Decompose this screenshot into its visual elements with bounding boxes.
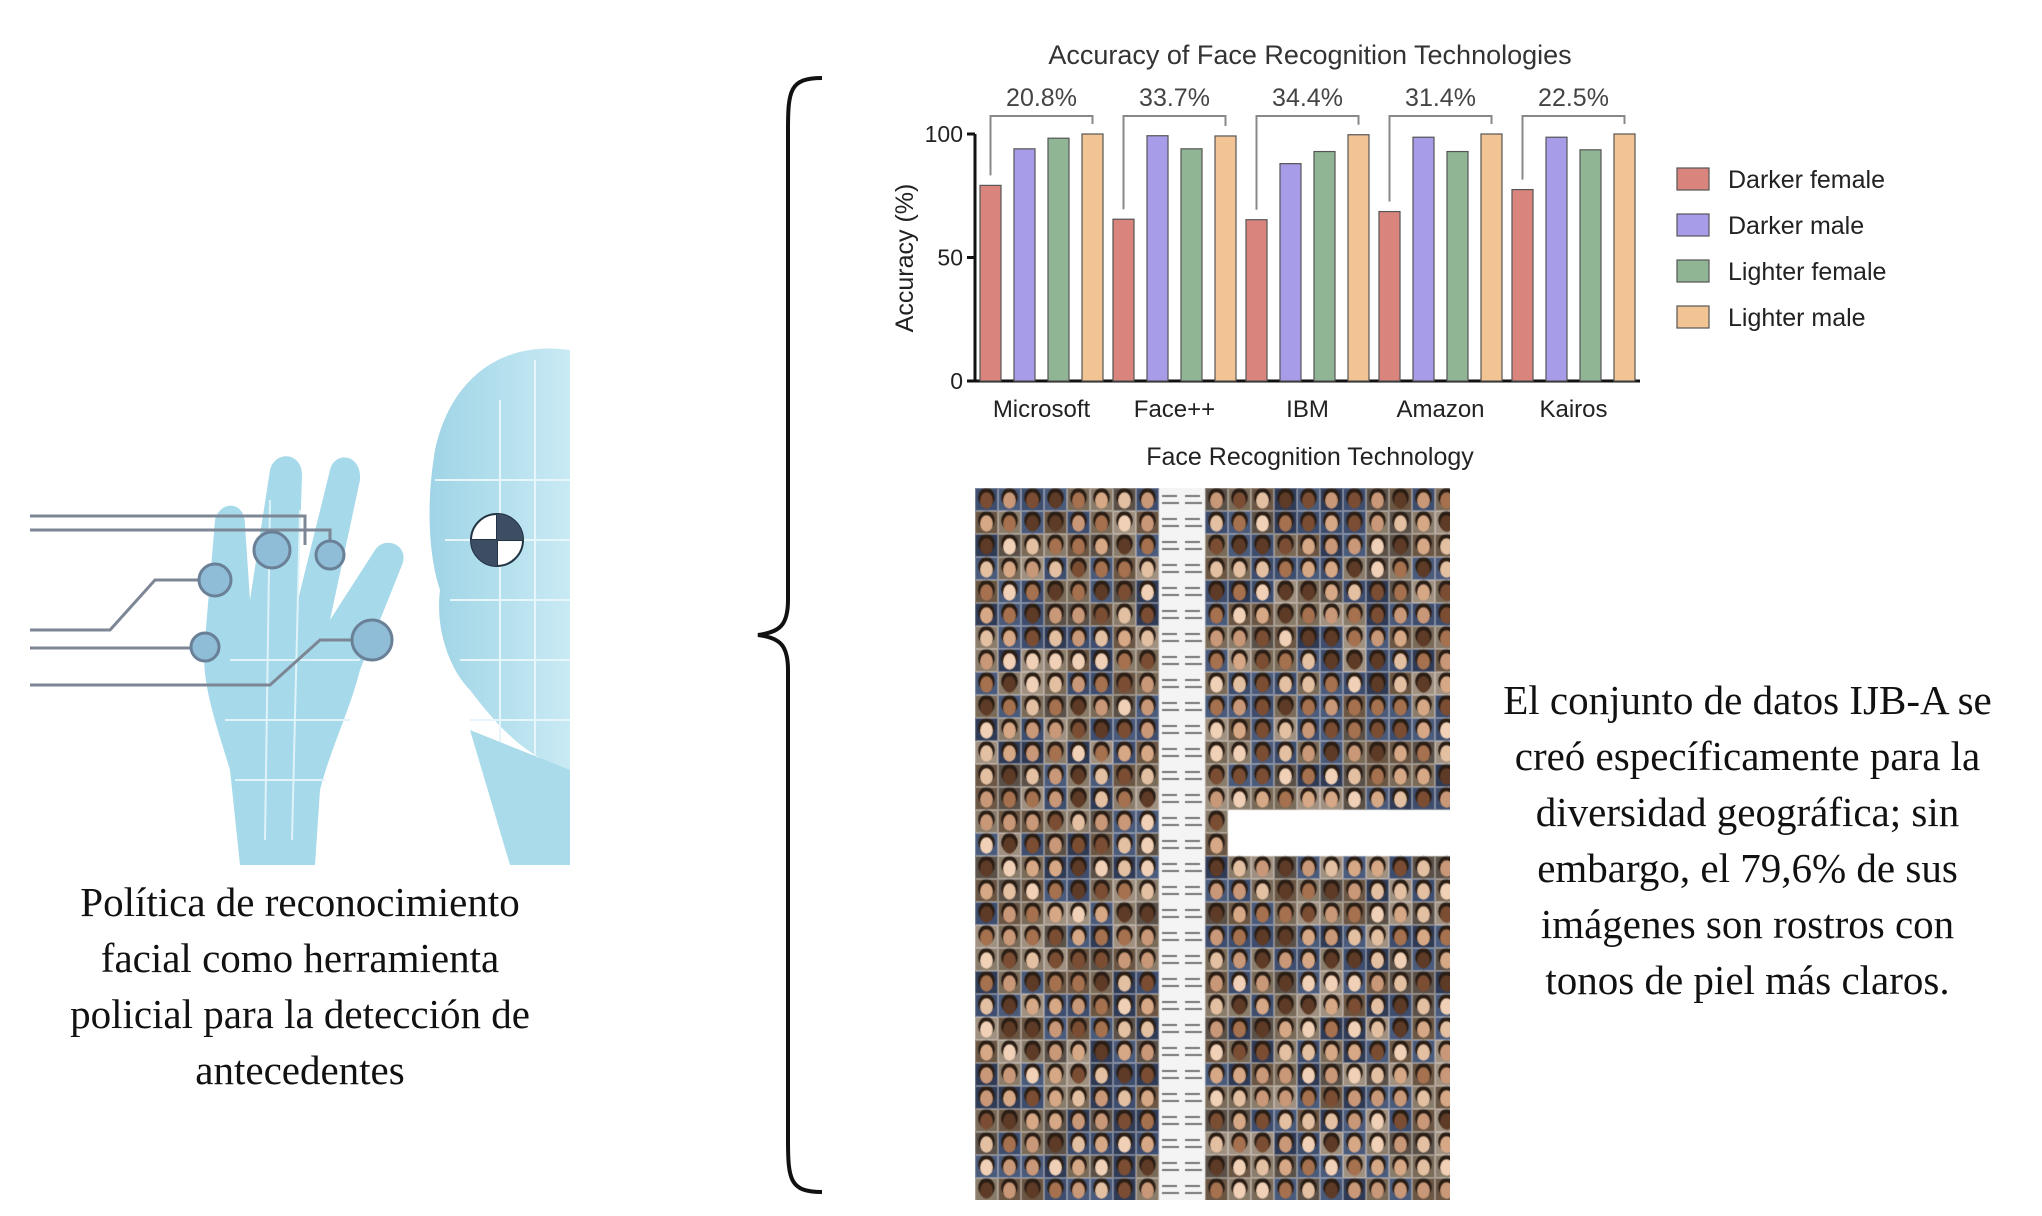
x-tick-label: Face++ xyxy=(1134,396,1215,423)
gap-bracket xyxy=(1255,115,1360,210)
bar-microsoft-3 xyxy=(1081,133,1104,382)
face-thumbnails-grid xyxy=(975,488,1450,1200)
bar-face-0 xyxy=(1112,218,1135,382)
accuracy-bar-chart: Accuracy of Face Recognition Technologie… xyxy=(880,30,1930,480)
y-axis-label: Accuracy (%) xyxy=(891,184,919,333)
bar-amazon-1 xyxy=(1412,136,1435,382)
bar-face-1 xyxy=(1146,135,1169,382)
bar-microsoft-2 xyxy=(1047,137,1070,382)
left-caption: Política de reconocimiento facial como h… xyxy=(70,879,530,1093)
face-recognition-illustration xyxy=(30,340,570,865)
bar-kairos-0 xyxy=(1511,188,1534,382)
legend-label: Lighter male xyxy=(1728,304,1866,332)
bar-ibm-3 xyxy=(1347,134,1370,382)
wireframe-face-hand-icon xyxy=(30,348,570,865)
x-tick-label: Microsoft xyxy=(993,396,1091,423)
gap-bracket xyxy=(989,115,1094,176)
chart-title: Accuracy of Face Recognition Technologie… xyxy=(1048,40,1571,70)
bar-kairos-1 xyxy=(1545,136,1568,382)
chart-legend: Darker female Darker male Lighter female Li… xyxy=(1676,166,1886,332)
y-tick-label: 0 xyxy=(950,368,963,394)
gap-label: 22.5% xyxy=(1538,84,1609,112)
right-caption: El conjunto de datos IJB-A se creó espec… xyxy=(1503,677,1992,1003)
legend-swatch xyxy=(1676,213,1710,237)
bar-ibm-1 xyxy=(1279,163,1302,382)
gap-bracket xyxy=(1521,115,1626,180)
legend-label: Lighter female xyxy=(1728,258,1886,286)
bar-amazon-0 xyxy=(1378,210,1401,382)
bar-microsoft-0 xyxy=(979,184,1002,382)
y-tick-label: 50 xyxy=(937,245,963,271)
bar-kairos-3 xyxy=(1613,133,1636,382)
bar-amazon-2 xyxy=(1446,150,1469,382)
x-tick-label: Kairos xyxy=(1539,396,1607,423)
x-tick-label: IBM xyxy=(1286,396,1329,423)
legend-swatch xyxy=(1676,305,1710,329)
legend-swatch xyxy=(1676,167,1710,191)
curly-brace xyxy=(740,60,840,1210)
bar-ibm-0 xyxy=(1245,219,1268,382)
y-tick-label: 100 xyxy=(925,121,963,147)
bar-amazon-3 xyxy=(1480,133,1503,382)
gap-label: 34.4% xyxy=(1272,84,1343,112)
bar-face-3 xyxy=(1214,135,1237,382)
bar-ibm-2 xyxy=(1313,150,1336,382)
legend-swatch xyxy=(1676,259,1710,283)
gap-label: 33.7% xyxy=(1139,84,1210,112)
gap-bracket xyxy=(1122,115,1227,210)
legend-label: Darker female xyxy=(1728,166,1885,194)
x-axis-label: Face Recognition Technology xyxy=(1146,443,1474,471)
gap-label: 31.4% xyxy=(1405,84,1476,112)
bar-microsoft-1 xyxy=(1013,148,1036,382)
bar-kairos-2 xyxy=(1579,149,1602,382)
legend-label: Darker male xyxy=(1728,212,1864,240)
x-tick-label: Amazon xyxy=(1396,396,1484,423)
gap-bracket xyxy=(1388,115,1493,202)
bar-face-2 xyxy=(1180,148,1203,382)
ijba-face-mosaic-image xyxy=(975,488,1450,1200)
gap-label: 20.8% xyxy=(1006,84,1077,112)
